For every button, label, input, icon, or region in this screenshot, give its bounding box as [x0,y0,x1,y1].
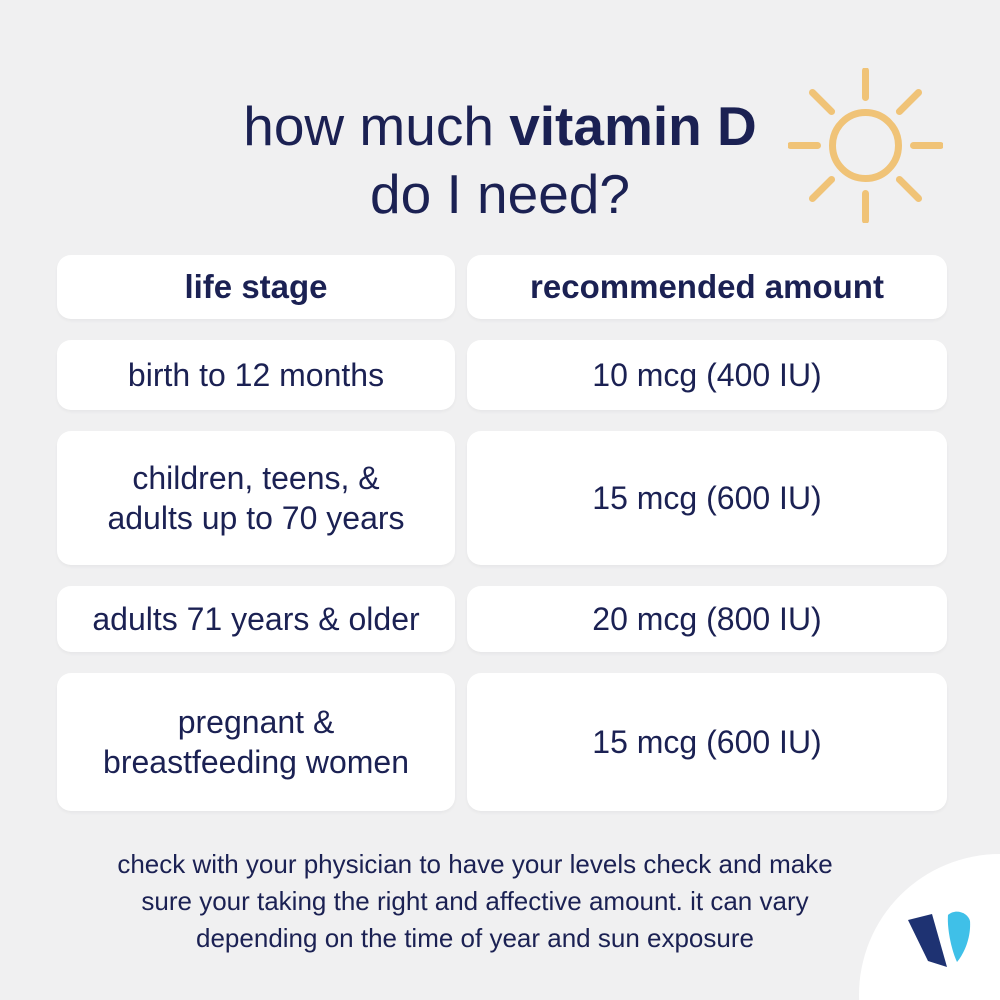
physician-disclaimer: check with your physician to have your l… [117,849,833,953]
life-stage-cell-3: adults 71 years & older [57,586,455,652]
page-title: how much vitamin D do I need? [0,92,1000,228]
amount-cell-3: 20 mcg (800 IU) [467,586,947,652]
amount-cell-1: 10 mcg (400 IU) [467,340,947,410]
amount-cell-2: 15 mcg (600 IU) [467,431,947,565]
vitamin-shoppe-v-logo-icon [908,911,971,967]
vitamin-d-table: life stage recommended amount birth to 1… [57,255,947,811]
title-line2: do I need? [370,163,630,225]
life-stage-cell-2: children, teens, & adults up to 70 years [57,431,455,565]
header-cell-recommended-amount: recommended amount [467,255,947,319]
life-stage-cell-1: birth to 12 months [57,340,455,410]
amount-cell-4: 15 mcg (600 IU) [467,673,947,811]
title-prefix: how much [243,95,494,157]
sun-icon [788,68,943,223]
header-cell-life-stage: life stage [57,255,455,319]
life-stage-cell-4: pregnant & breastfeeding women [57,673,455,811]
title-emphasis: vitamin D [509,95,757,157]
